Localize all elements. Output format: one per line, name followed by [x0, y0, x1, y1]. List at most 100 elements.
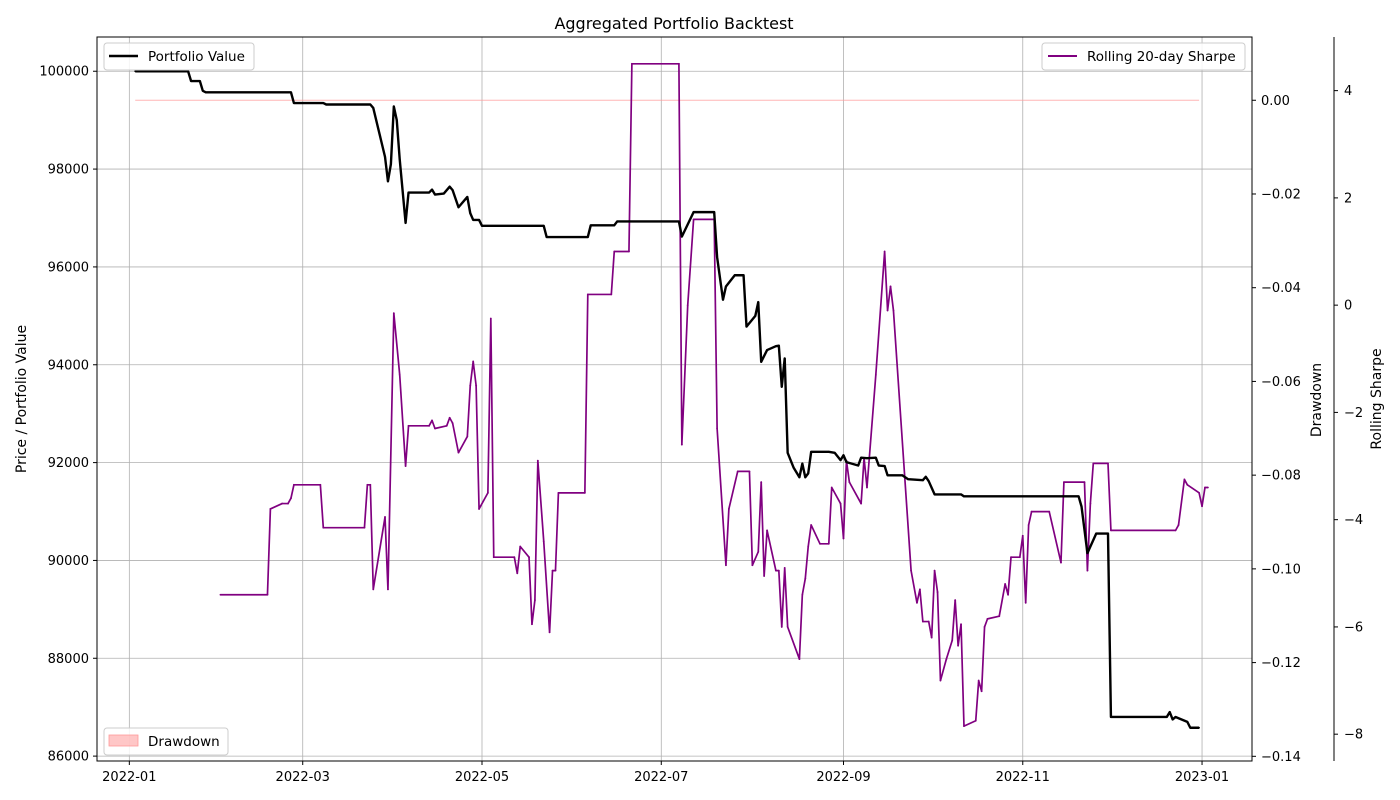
sharpe-point	[842, 537, 845, 540]
sharpe-point	[798, 658, 801, 660]
portfolio-point	[201, 89, 204, 92]
portfolio-point	[713, 211, 716, 214]
portfolio-point	[839, 459, 842, 462]
portfolio-point	[616, 220, 619, 223]
sharpe-point	[269, 508, 272, 510]
portfolio-point	[783, 357, 786, 360]
sharpe-point	[469, 384, 472, 387]
chart-title: Aggregated Portfolio Backtest	[554, 14, 793, 33]
portfolio-point	[1110, 716, 1112, 718]
sharpe-point	[1083, 481, 1086, 484]
portfolio-point	[1080, 505, 1083, 508]
drawdown-tick-label: 0.00	[1261, 94, 1290, 109]
sharpe-point	[848, 481, 851, 484]
sharpe-point	[266, 593, 269, 596]
portfolio-point	[866, 457, 868, 460]
portfolio-point	[733, 274, 736, 277]
portfolio-point	[798, 476, 801, 479]
sharpe-point	[939, 679, 942, 682]
portfolio-point	[1107, 532, 1109, 535]
sharpe-point	[1030, 510, 1033, 513]
sharpe-point	[819, 542, 821, 545]
drawdown-tick-label: −0.04	[1261, 281, 1301, 296]
sharpe-point	[1018, 556, 1021, 559]
sharpe-point	[774, 569, 777, 572]
portfolio-point	[481, 224, 483, 227]
sharpe-tick-label: 0	[1344, 299, 1352, 314]
portfolio-point	[431, 188, 433, 191]
sharpe-point	[478, 508, 480, 510]
portfolio-point	[1086, 552, 1089, 554]
x-tick-label: 2022-09	[816, 770, 870, 785]
portfolio-point	[883, 465, 886, 467]
portfolio-point	[680, 235, 683, 238]
sharpe-point	[910, 569, 912, 572]
portfolio-point	[722, 298, 724, 301]
sharpe-point	[583, 491, 586, 494]
sharpe-point	[777, 569, 780, 572]
sharpe-point	[921, 620, 924, 623]
sharpe-point	[1092, 462, 1095, 465]
sharpe-point	[516, 572, 519, 575]
sharpe-point	[1186, 483, 1189, 486]
portfolio-point	[392, 105, 395, 108]
portfolio-point	[190, 80, 192, 82]
sharpe-point	[219, 593, 222, 596]
sharpe-point	[293, 483, 295, 486]
portfolio-point	[907, 478, 910, 481]
portfolio-point	[886, 474, 889, 477]
portfolio-point	[1189, 726, 1192, 729]
portfolio-point	[398, 158, 401, 161]
sharpe-point	[451, 422, 454, 425]
sharpe-point	[548, 631, 551, 634]
y-axis-label: Price / Portfolio Value	[14, 325, 30, 473]
sharpe-point	[883, 250, 886, 253]
portfolio-point	[754, 314, 757, 317]
x-tick-label: 2022-07	[634, 770, 688, 785]
portfolio-point	[589, 224, 592, 227]
sharpe-point	[319, 483, 322, 486]
sharpe-axis-ticks: −8 −6 −4 −2 0 2 4	[1334, 84, 1363, 743]
y-tick-label: 94000	[48, 358, 89, 373]
sharpe-point	[475, 384, 478, 387]
sharpe-point	[839, 502, 842, 505]
x-tick-label: 2022-01	[102, 770, 156, 785]
portfolio-point	[325, 103, 328, 106]
sharpe-point	[586, 293, 589, 296]
portfolio-point	[586, 236, 589, 238]
y-tick-label: 90000	[48, 554, 89, 569]
portfolio-point	[742, 274, 745, 277]
sharpe-point	[445, 424, 448, 427]
sharpe-point	[1024, 601, 1027, 604]
sharpe-point	[1177, 524, 1180, 526]
sharpe-point	[1027, 524, 1030, 526]
portfolio-point	[827, 450, 830, 453]
portfolio-point	[457, 206, 460, 209]
sharpe-point	[1207, 486, 1209, 489]
sharpe-point	[1086, 569, 1089, 572]
sharpe-point	[892, 309, 895, 312]
x-tick-label: 2023-01	[1175, 770, 1229, 785]
sharpe-point	[1004, 583, 1007, 585]
portfolio-point	[542, 224, 545, 227]
portfolio-point	[404, 221, 407, 224]
portfolio-point	[766, 349, 768, 351]
sharpe-point	[630, 62, 633, 65]
plot-frame	[96, 36, 1253, 762]
sharpe-point	[404, 465, 407, 467]
portfolio-point	[384, 155, 386, 158]
y-axis-ticks: 86000 88000 90000 92000 94000 96000 98000 10000…	[39, 65, 97, 765]
sharpe-tick-label: −4	[1344, 513, 1363, 528]
sharpe-point	[763, 575, 766, 577]
portfolio-point	[372, 107, 375, 109]
portfolio-point	[810, 450, 813, 453]
portfolio-point	[845, 461, 848, 464]
sharpe-point	[369, 483, 372, 486]
sharpe-layer	[219, 62, 1209, 728]
sharpe-point	[736, 470, 739, 473]
sharpe-point	[945, 658, 948, 660]
portfolio-point	[745, 325, 748, 328]
portfolio-point	[434, 193, 436, 196]
sharpe-point	[366, 483, 369, 486]
sharpe-line	[220, 62, 1208, 727]
